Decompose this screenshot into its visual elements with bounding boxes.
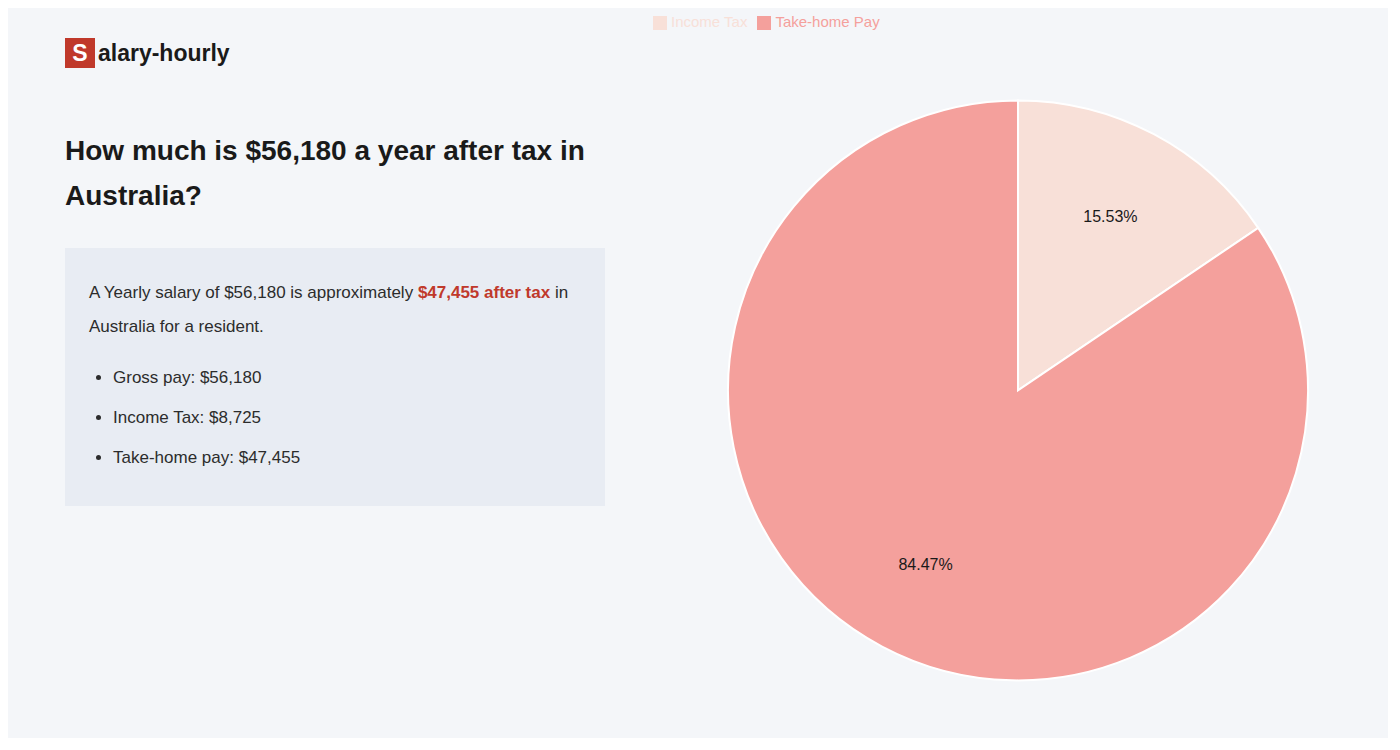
html-text:Take-home pay: $47,455: Take-home pay: $47,455 [113,448,301,467]
svg-text:15.53%: 15.53% [1083,208,1137,225]
html-text:How much is $56,180 a year aft: How much is $56,180 a year after tax in … [65,135,585,211]
html-text:Take-home Pay: Take-home Pay [775,13,880,30]
html-text:Income Tax: $8,725: Income Tax: $8,725 [113,408,262,427]
html-text:A Yearly salary of $56,180 is: A Yearly salary of $56,180 is approximat… [89,283,569,302]
html-text:Australia for a resident.: Australia for a resident. [89,317,264,336]
html-text:S: S [72,39,88,66]
html-text:alary-hourly: alary-hourly [98,39,230,66]
html-text:Income Tax: Income Tax [671,13,748,30]
html-text:Gross pay: $56,180: Gross pay: $56,180 [113,368,262,387]
svg-text:84.47%: 84.47% [898,556,952,573]
